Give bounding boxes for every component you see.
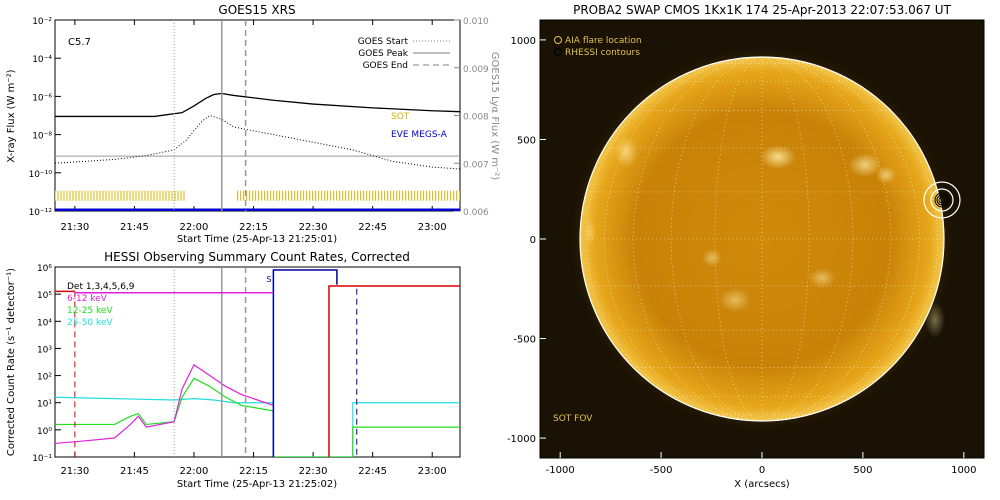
goes-x-tick-label: 22:30 <box>299 222 328 233</box>
sot-label: SOT <box>391 112 410 122</box>
hessi-legend: Det 1,3,4,5,6,9 6-12 keV 12-25 keV 25-50 ke… <box>67 282 135 328</box>
swap-y-axis: -1000 -500 0 500 1000 <box>507 36 546 445</box>
goes-xlabel: Start Time (25-Apr-13 21:25:01) <box>177 234 337 245</box>
hessi-ylabel: Corrected Count Rate (s⁻¹ detector⁻¹) <box>6 268 17 456</box>
heliographic-grid <box>580 56 944 422</box>
hessi-x-tick-label: 21:30 <box>60 466 89 477</box>
goes-y-tick-label: 10⁻⁶ <box>32 93 52 103</box>
active-regions <box>584 136 945 338</box>
hessi-legend-label: 25-50 keV <box>67 318 113 328</box>
longitude-line <box>761 56 939 422</box>
goes-series <box>55 20 460 211</box>
swap-x-tick-label: 1000 <box>951 465 976 476</box>
goes-x-tick-label: 23:00 <box>418 222 447 233</box>
sun-disk <box>580 57 944 421</box>
hessi-y-tick-label: 10¹ <box>37 400 52 410</box>
swap-panel: PROBA2 SWAP CMOS 1Kx1K 174 25-Apr-2013 2… <box>507 3 985 490</box>
hessi-series-6-12-keV <box>55 363 274 445</box>
hessi-y-tick-label: 10⁶ <box>37 264 52 274</box>
hessi-x-tick-label: 22:00 <box>180 466 209 477</box>
swap-x-tick-label: -500 <box>650 465 673 476</box>
goes-x-tick-label: 22:45 <box>358 222 387 233</box>
saa-label: S <box>266 275 271 284</box>
hessi-title: HESSI Observing Summary Count Rates, Cor… <box>104 250 410 264</box>
hessi-series-12-25-keV <box>55 377 460 457</box>
goes-y-tick-label: 10⁻⁴ <box>32 55 52 65</box>
goes-x-tick-label: 22:15 <box>239 222 268 233</box>
goes-y2-tick-label: 0.010 <box>463 17 489 27</box>
longitude-line <box>714 56 763 422</box>
goes-y2-tick-label: 0.007 <box>463 160 489 170</box>
hessi-x-tick-label: 22:30 <box>299 466 328 477</box>
goes-y2-tick-label: 0.006 <box>463 208 489 218</box>
hessi-xlabel: Start Time (25-Apr-13 21:25:02) <box>177 479 337 490</box>
swap-y-tick-label: 500 <box>517 135 536 146</box>
swap-xlabel: X (arcsecs) <box>734 479 790 490</box>
hessi-y-tick-label: 10³ <box>37 345 52 355</box>
hessi-x-tick-label: 21:45 <box>120 466 149 477</box>
goes-x-tick-label: 21:45 <box>120 222 149 233</box>
goes-legend-label: GOES End <box>363 61 408 71</box>
hessi-y-tick-label: 10⁵ <box>37 291 52 301</box>
goes-y2-tick-label: 0.009 <box>463 65 489 75</box>
swap-y-tick-label: -500 <box>513 335 536 346</box>
goes-legend-label: GOES Peak <box>358 49 408 59</box>
saa-flag <box>272 269 338 457</box>
longitude-line <box>585 56 763 422</box>
goes-plot-frame <box>54 19 461 212</box>
flare-class-label: C5.7 <box>68 37 91 48</box>
goes-x-axis: 21:30 21:45 22:00 22:15 22:30 22:45 23:00 <box>60 20 447 233</box>
hessi-legend-label: Det 1,3,4,5,6,9 <box>67 282 135 292</box>
swap-y-tick-label: 1000 <box>511 36 536 47</box>
longitude-line <box>761 56 810 422</box>
eve-label: EVE MEGS-A <box>391 130 448 140</box>
swap-title: PROBA2 SWAP CMOS 1Kx1K 174 25-Apr-2013 2… <box>573 3 951 17</box>
hessi-y-tick-label: 10² <box>37 373 52 383</box>
hessi-x-axis: 21:30 21:45 22:00 22:15 22:30 22:45 23:00 <box>60 452 447 477</box>
hessi-plot-frame <box>54 266 461 458</box>
goes-y-tick-label: 10⁻² <box>32 17 52 27</box>
swap-y-tick-label: 0 <box>530 235 536 246</box>
goes-y2label: GOES15 Lyα Flux (W m⁻²) <box>489 52 500 180</box>
goes-x-tick-label: 22:00 <box>180 222 209 233</box>
sot-fov-label: SOT FOV <box>553 414 593 424</box>
goes-panel: GOES15 XRS 21:30 21:45 22:00 22:15 22:30 22:4… <box>6 3 500 245</box>
goes-short-series <box>55 114 460 170</box>
goes-y-tick-label: 10⁻¹² <box>29 208 53 218</box>
hessi-y-axis: 10⁻¹ 10⁰ 10¹ 10² 10³ 10⁴ 10⁵ 10⁶ <box>32 264 61 464</box>
swap-legend: AIA flare location RHESSI contours <box>554 36 642 58</box>
solar-limb <box>579 56 945 422</box>
attenuator-state-2 <box>328 285 460 457</box>
goes-legend-label: GOES Start <box>358 37 409 47</box>
swap-y-tick-label: -1000 <box>507 434 536 445</box>
swap-x-tick-label: 500 <box>853 465 872 476</box>
hessi-x-tick-label: 22:15 <box>239 466 268 477</box>
goes-y2-tick-label: 0.008 <box>463 113 489 123</box>
longitude-line <box>761 56 854 422</box>
hessi-legend-label: 12-25 keV <box>67 306 113 316</box>
swap-x-axis: -1000 -500 0 500 1000 <box>546 452 977 476</box>
hessi-legend-label: 6-12 keV <box>67 294 108 304</box>
hessi-panel: HESSI Observing Summary Count Rates, Cor… <box>6 250 461 490</box>
goes-ylabel: X-ray Flux (W m⁻²) <box>6 69 17 162</box>
hessi-y-tick-label: 10⁰ <box>37 427 52 437</box>
goes-y-tick-label: 10⁻¹⁰ <box>29 170 53 180</box>
hessi-y-tick-label: 10⁻¹ <box>32 454 52 464</box>
flare-marker <box>923 181 961 219</box>
goes-title: GOES15 XRS <box>218 3 295 17</box>
goes-y-tick-label: 10⁻⁸ <box>32 132 52 142</box>
hessi-x-tick-label: 22:45 <box>358 466 387 477</box>
swap-legend-aia: AIA flare location <box>565 36 642 46</box>
hessi-series: S <box>55 267 460 457</box>
swap-x-tick-label: 0 <box>759 465 765 476</box>
hessi-y-tick-label: 10⁴ <box>37 318 52 328</box>
swap-x-tick-label: -1000 <box>546 465 575 476</box>
swap-legend-rhessi: RHESSI contours <box>565 48 640 58</box>
goes-x-tick-label: 21:30 <box>60 222 89 233</box>
goes-legend: GOES Start GOES Peak GOES End <box>358 37 450 71</box>
hessi-x-tick-label: 23:00 <box>418 466 447 477</box>
longitude-line <box>670 56 763 422</box>
